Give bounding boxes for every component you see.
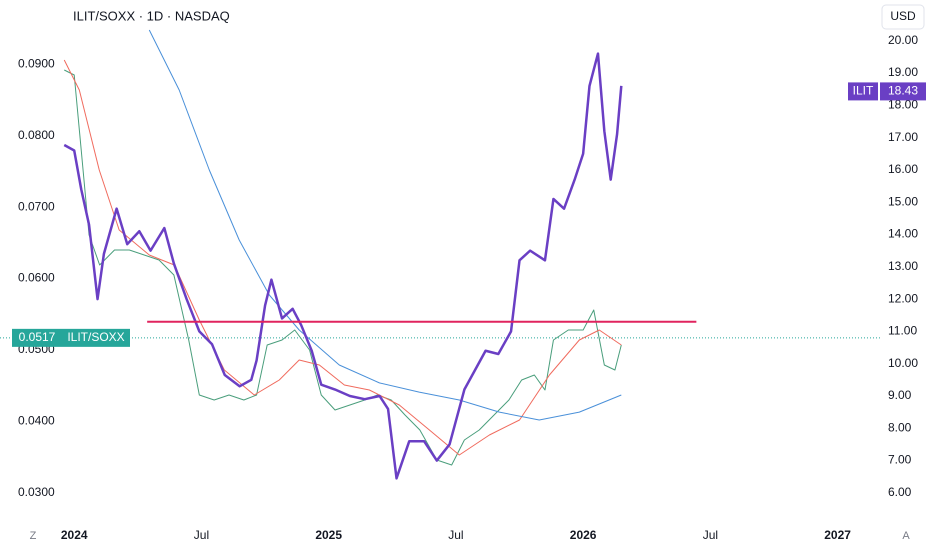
last-value: 0.0517 bbox=[19, 330, 56, 344]
y2-tick-label: 13.00 bbox=[888, 259, 918, 273]
y2-tick-label: 11.00 bbox=[888, 324, 917, 338]
x-tick-label: 2026 bbox=[570, 528, 597, 542]
y-tick-label: 0.0800 bbox=[18, 128, 55, 142]
series-line bbox=[63, 59, 622, 456]
corner-right[interactable]: A bbox=[902, 530, 910, 542]
y2-tick-label: 18.00 bbox=[888, 97, 918, 111]
y-tick-label: 0.0600 bbox=[18, 271, 55, 285]
series-line bbox=[64, 69, 622, 466]
x-tick-label: 2027 bbox=[824, 528, 851, 542]
series-line bbox=[148, 29, 622, 421]
corner-left[interactable]: Z bbox=[30, 530, 37, 542]
y2-tick-label: 10.00 bbox=[888, 356, 918, 370]
x-tick-label: 2025 bbox=[315, 528, 342, 542]
y2-tick-label: 19.00 bbox=[888, 65, 918, 79]
y2-tick-label: 9.00 bbox=[888, 388, 912, 402]
y2-tick-label: 7.00 bbox=[888, 453, 912, 467]
x-tick-label: Jul bbox=[194, 528, 209, 542]
y-tick-label: 0.0700 bbox=[18, 199, 55, 213]
y2-tick-label: 15.00 bbox=[888, 194, 918, 208]
last-price: 18.43 bbox=[888, 84, 918, 98]
currency-button[interactable] bbox=[881, 4, 925, 30]
y2-tick-label: 16.00 bbox=[888, 162, 918, 176]
y2-tick-label: 12.00 bbox=[888, 291, 918, 305]
y2-tick-label: 20.00 bbox=[888, 33, 918, 47]
y2-tick-label: 8.00 bbox=[888, 420, 912, 434]
y2-tick-label: 6.00 bbox=[888, 485, 912, 499]
series-name: ILIT bbox=[853, 84, 874, 98]
x-tick-label: Jul bbox=[703, 528, 718, 542]
x-tick-label: Jul bbox=[448, 528, 463, 542]
y2-tick-label: 14.00 bbox=[888, 227, 918, 241]
chart-title: ILIT/SOXX · 1D · NASDAQ bbox=[73, 8, 230, 23]
y-tick-label: 0.0900 bbox=[18, 56, 55, 70]
last-value-tag bbox=[12, 328, 62, 347]
last-price-tag bbox=[880, 82, 926, 101]
x-tick-label: 2024 bbox=[61, 528, 88, 542]
series-name: ILIT/SOXX bbox=[67, 330, 124, 344]
y-tick-label: 0.0400 bbox=[18, 414, 55, 428]
y2-tick-label: 17.00 bbox=[888, 130, 918, 144]
series-tag bbox=[848, 82, 878, 101]
y-tick-label: 0.0300 bbox=[18, 485, 55, 499]
currency[interactable]: USD bbox=[890, 9, 916, 23]
series-tag bbox=[62, 328, 130, 347]
series-line bbox=[63, 52, 623, 480]
